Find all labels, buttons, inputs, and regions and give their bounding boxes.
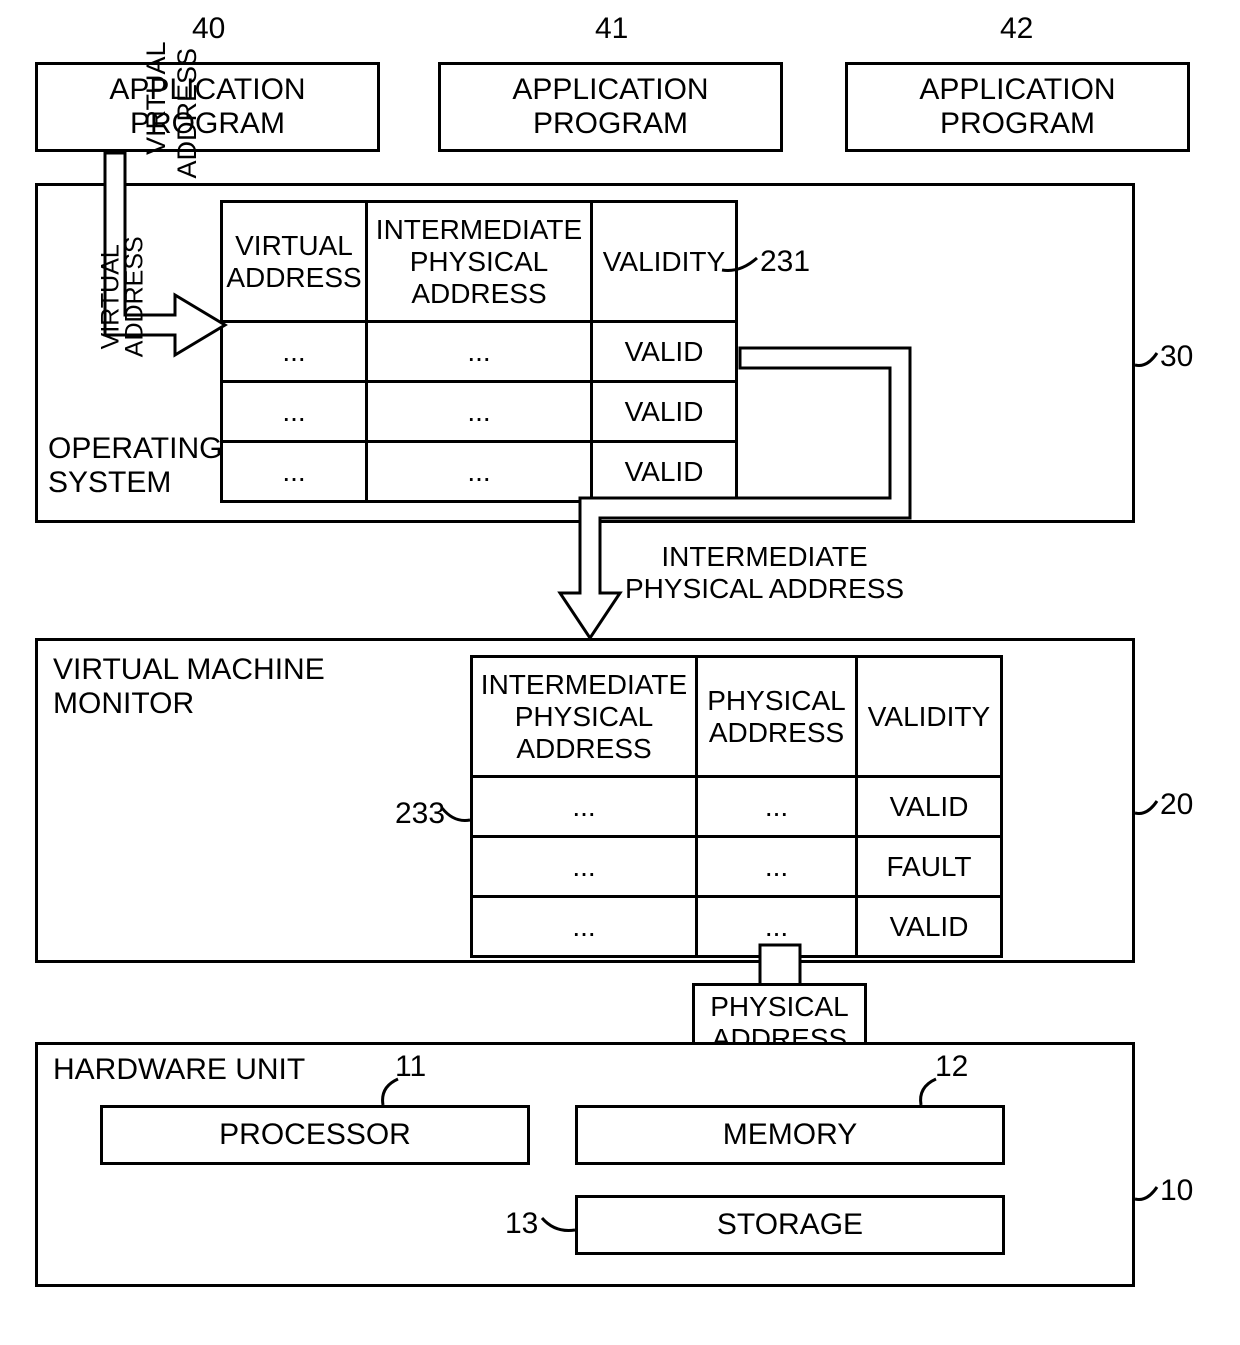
ref-231: 231 <box>760 245 810 279</box>
processor-label: PROCESSOR <box>219 1118 411 1152</box>
diagram-canvas: 40 APPLICATION PROGRAM 41 APPLICATION PR… <box>0 0 1240 1345</box>
ref-42: 42 <box>1000 12 1033 46</box>
lead-10-curve <box>1135 1184 1165 1209</box>
intermediate-arrow-label: INTERMEDIATEPHYSICAL ADDRESS <box>625 541 904 605</box>
table-header: PHYSICALADDRESS <box>697 657 857 777</box>
virtual-address-label: VIRTUALADDRESS <box>110 41 234 185</box>
table-cell: ... <box>222 442 367 502</box>
storage-label: STORAGE <box>717 1208 863 1242</box>
table-cell: ... <box>697 777 857 837</box>
table-cell: ... <box>697 837 857 897</box>
lead-12-curve <box>918 1077 943 1107</box>
table-cell: ... <box>472 897 697 957</box>
ref-233: 233 <box>395 797 445 831</box>
ref-41: 41 <box>595 12 628 46</box>
virtual-address-text-wrap: VIRTUALADDRESS <box>108 233 138 353</box>
ref-13: 13 <box>505 1207 538 1241</box>
app-2-line2: PROGRAM <box>940 107 1095 140</box>
table-cell: ... <box>472 837 697 897</box>
ref-30: 30 <box>1160 340 1193 374</box>
table-cell: ... <box>367 322 592 382</box>
vmm-label: VIRTUAL MACHINEMONITOR <box>53 653 325 721</box>
app-box-2: APPLICATION PROGRAM <box>845 62 1190 152</box>
lead-30-curve <box>1135 350 1165 375</box>
table-header: INTERMEDIATEPHYSICALADDRESS <box>472 657 697 777</box>
lead-13-curve <box>540 1215 580 1240</box>
lead-233-curve <box>440 805 475 830</box>
table-header: VALIDITY <box>857 657 1002 777</box>
hw-label: HARDWARE UNIT <box>53 1053 305 1087</box>
lead-11-curve <box>380 1077 405 1107</box>
table-header: INTERMEDIATEPHYSICALADDRESS <box>367 202 592 322</box>
lead-231-curve <box>722 255 762 280</box>
table-cell: ... <box>367 442 592 502</box>
table-cell: ... <box>472 777 697 837</box>
table-cell: VALID <box>857 897 1002 957</box>
app-1-line2: PROGRAM <box>533 107 688 140</box>
vmm-table: INTERMEDIATEPHYSICALADDRESSPHYSICALADDRE… <box>470 655 1003 958</box>
table-row: ......VALID <box>472 777 1002 837</box>
storage-box: STORAGE <box>575 1195 1005 1255</box>
memory-label: MEMORY <box>723 1118 857 1152</box>
table-header: VIRTUALADDRESS <box>222 202 367 322</box>
app-box-1: APPLICATION PROGRAM <box>438 62 783 152</box>
app-2-line1: APPLICATION <box>919 73 1115 106</box>
table-cell: ... <box>222 322 367 382</box>
table-header: VALIDITY <box>592 202 737 322</box>
os-label: OPERATINGSYSTEM <box>48 432 222 500</box>
table-cell: ... <box>222 382 367 442</box>
memory-box: MEMORY <box>575 1105 1005 1165</box>
table-cell: VALID <box>857 777 1002 837</box>
table-row: ......FAULT <box>472 837 1002 897</box>
intermediate-arrow <box>560 338 960 658</box>
lead-20-curve <box>1135 798 1165 823</box>
processor-box: PROCESSOR <box>100 1105 530 1165</box>
table-cell: ... <box>367 382 592 442</box>
table-cell: FAULT <box>857 837 1002 897</box>
ref-20: 20 <box>1160 788 1193 822</box>
app-1-line1: APPLICATION <box>512 73 708 106</box>
ref-10: 10 <box>1160 1174 1193 1208</box>
